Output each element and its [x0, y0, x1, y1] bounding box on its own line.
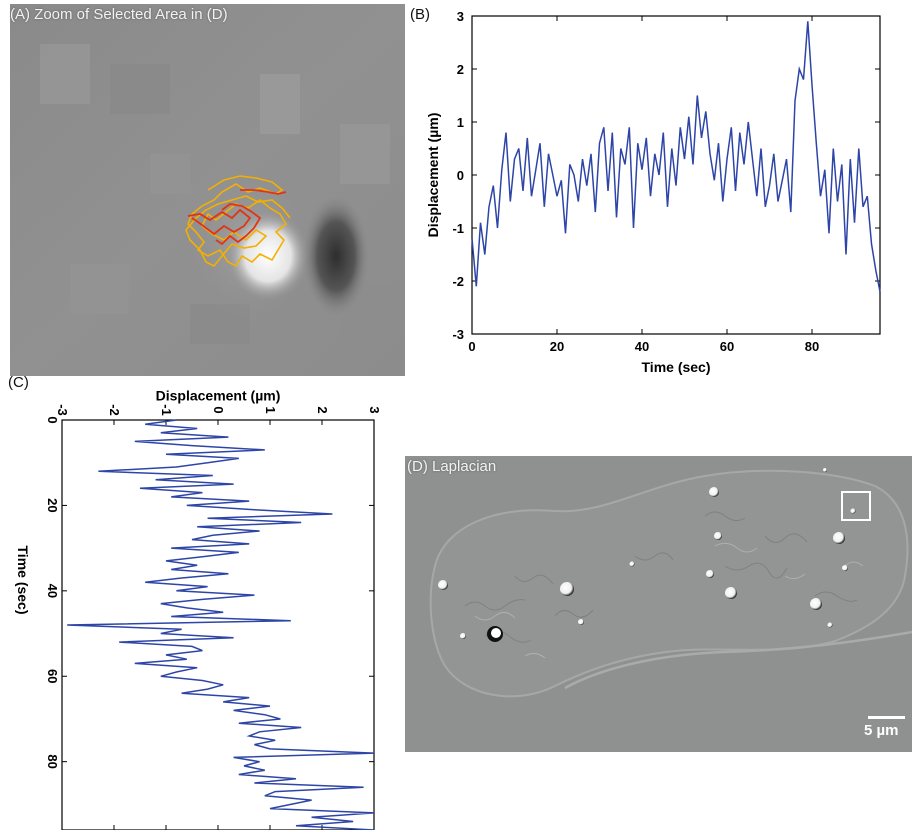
chart-b-ytick-label: -2 — [452, 274, 464, 289]
track-inner — [187, 189, 287, 246]
pixel-blocks — [40, 44, 390, 344]
scale-bar-label: 5 µm — [864, 722, 899, 739]
panel-d: (D) Laplacian 5 µm — [405, 456, 912, 752]
chart-c-disp-tick-label: 1 — [263, 406, 278, 413]
chart-b-ytick-label: 3 — [457, 9, 464, 24]
chart-c-time-tick-label: 20 — [45, 498, 60, 512]
dark-spot — [302, 194, 370, 318]
chart-c: -3 -2 -1 0 1 2 3 0 20 40 60 80 Displacement (µm) Ti… — [15, 387, 382, 830]
chart-b: 0 20 40 60 80 -3 -2 -1 0 1 2 3 Time (sec) Displacem… — [425, 9, 881, 375]
chart-c-time-tick-label: 60 — [45, 669, 60, 683]
track-outer — [185, 175, 291, 268]
panel-a-label: (A) Zoom of Selected Area in (D) — [10, 6, 228, 23]
zoom-image — [10, 4, 405, 376]
chart-c-time-tick-label: 40 — [45, 584, 60, 598]
cell-texture-light — [474, 542, 864, 659]
scale-bar — [868, 716, 905, 719]
laplacian-image — [405, 456, 912, 752]
panel-d-label: (D) Laplacian — [407, 458, 497, 475]
chart-c-disp-tick-label: 2 — [315, 406, 330, 413]
panel-a: (A) Zoom of Selected Area in (D) — [10, 4, 405, 376]
chart-b-ytick-label: 0 — [457, 168, 464, 183]
chart-b-xtick-label: 40 — [635, 339, 649, 354]
chart-c-disp-tick-label: -1 — [159, 404, 174, 416]
chart-c-disp-tick-label: -2 — [107, 404, 122, 416]
chart-c-time-tick-label: 80 — [45, 754, 60, 768]
chart-c-disp-tick-label: -3 — [55, 404, 70, 416]
particles — [438, 468, 856, 642]
panel-c-label: (C) — [8, 374, 29, 391]
chart-b-xtick-label: 20 — [550, 339, 564, 354]
chart-c-xlabel: Time (sec) — [15, 546, 31, 615]
panel-b-label: (B) — [410, 6, 430, 23]
bright-spot — [226, 210, 310, 302]
chart-c-disp-tick-label: 0 — [211, 406, 226, 413]
chart-b-series-line — [471, 21, 881, 292]
chart-b-ylabel: Displacement (µm) — [425, 113, 441, 238]
chart-c-disp-tick-label: 3 — [367, 406, 382, 413]
cell-edge-lower — [564, 630, 912, 690]
chart-b-xtick-label: 0 — [468, 339, 475, 354]
chart-b-ytick-label: -3 — [452, 327, 464, 342]
cell-body — [429, 469, 909, 698]
chart-b-ytick-label: -1 — [452, 221, 464, 236]
chart-b-xtick-label: 60 — [720, 339, 734, 354]
chart-c-ylabel: Displacement (µm) — [156, 387, 281, 403]
chart-b-ytick-label: 1 — [457, 115, 464, 130]
chart-c-time-tick-label: 0 — [45, 416, 60, 423]
selection-box[interactable] — [841, 491, 871, 521]
chart-c-frame — [61, 419, 375, 830]
chart-b-xtick-label: 80 — [805, 339, 819, 354]
chart-b-ytick-label: 2 — [457, 62, 464, 77]
chart-b-xlabel: Time (sec) — [642, 359, 711, 375]
chart-c-series-line — [67, 419, 375, 830]
